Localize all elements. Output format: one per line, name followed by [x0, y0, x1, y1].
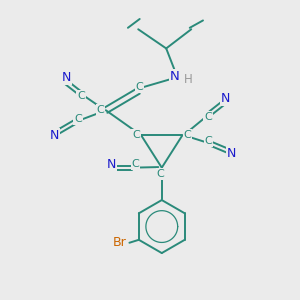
Text: C: C: [97, 105, 104, 115]
Text: C: C: [74, 114, 82, 124]
Text: C: C: [184, 130, 192, 140]
Text: C: C: [204, 136, 212, 146]
Text: N: N: [107, 158, 116, 171]
Text: C: C: [131, 159, 139, 169]
Text: N: N: [221, 92, 230, 105]
Text: C: C: [204, 112, 212, 122]
Text: N: N: [227, 147, 236, 160]
Text: N: N: [50, 129, 59, 142]
Text: Br: Br: [113, 236, 127, 249]
Text: C: C: [136, 82, 144, 92]
Text: N: N: [61, 71, 71, 84]
Text: N: N: [169, 70, 179, 83]
Text: H: H: [184, 73, 193, 86]
Text: C: C: [77, 91, 85, 101]
Text: C: C: [132, 130, 140, 140]
Text: C: C: [156, 169, 164, 179]
